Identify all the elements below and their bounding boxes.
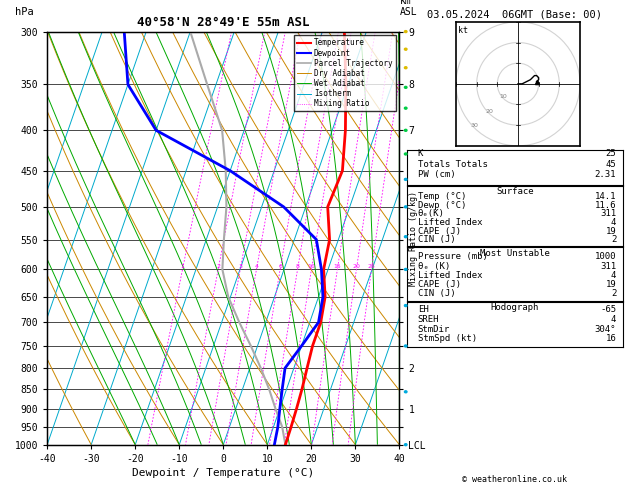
Text: hPa: hPa (16, 7, 34, 17)
Text: 311: 311 (600, 261, 616, 271)
Text: StmSpd (kt): StmSpd (kt) (418, 334, 477, 343)
Text: 20: 20 (485, 109, 493, 114)
Text: Surface: Surface (496, 188, 533, 196)
Text: 19: 19 (606, 226, 616, 236)
Text: Lifted Index: Lifted Index (418, 271, 482, 279)
Text: θₑ (K): θₑ (K) (418, 261, 450, 271)
Text: 4: 4 (611, 315, 616, 324)
Text: 15: 15 (333, 264, 342, 269)
Text: 4: 4 (255, 264, 259, 269)
Text: 311: 311 (600, 209, 616, 218)
Text: SREH: SREH (418, 315, 439, 324)
Text: 2: 2 (611, 289, 616, 298)
Text: CIN (J): CIN (J) (418, 289, 455, 298)
Text: 10: 10 (499, 94, 508, 99)
Text: Most Unstable: Most Unstable (480, 249, 550, 258)
Text: StmDir: StmDir (418, 325, 450, 334)
Text: 1000: 1000 (595, 253, 616, 261)
Text: K: K (418, 149, 423, 158)
Text: 4: 4 (611, 271, 616, 279)
Text: 8: 8 (296, 264, 299, 269)
Text: 304°: 304° (595, 325, 616, 334)
Text: 20: 20 (352, 264, 360, 269)
Legend: Temperature, Dewpoint, Parcel Trajectory, Dry Adiabat, Wet Adiabat, Isotherm, Mi: Temperature, Dewpoint, Parcel Trajectory… (294, 35, 396, 111)
Text: CAPE (J): CAPE (J) (418, 226, 461, 236)
Text: © weatheronline.co.uk: © weatheronline.co.uk (462, 474, 567, 484)
Text: 25: 25 (606, 149, 616, 158)
Text: kt: kt (459, 26, 469, 35)
Text: -65: -65 (600, 305, 616, 314)
Text: Lifted Index: Lifted Index (418, 218, 482, 227)
Text: 6: 6 (278, 264, 282, 269)
Text: Dewp (°C): Dewp (°C) (418, 201, 466, 209)
Text: Hodograph: Hodograph (491, 303, 539, 312)
Text: 14.1: 14.1 (595, 192, 616, 201)
Text: 1: 1 (181, 264, 184, 269)
X-axis label: Dewpoint / Temperature (°C): Dewpoint / Temperature (°C) (132, 468, 314, 478)
Text: 10: 10 (308, 264, 315, 269)
Text: 30: 30 (470, 123, 479, 128)
Text: 3: 3 (238, 264, 242, 269)
Text: θₑ(K): θₑ(K) (418, 209, 445, 218)
Text: Temp (°C): Temp (°C) (418, 192, 466, 201)
Text: CAPE (J): CAPE (J) (418, 280, 461, 289)
Title: 40°58'N 28°49'E 55m ASL: 40°58'N 28°49'E 55m ASL (137, 16, 309, 29)
Text: 2.31: 2.31 (595, 171, 616, 179)
Text: Pressure (mb): Pressure (mb) (418, 253, 487, 261)
Text: Totals Totals: Totals Totals (418, 160, 487, 169)
Text: PW (cm): PW (cm) (418, 171, 455, 179)
Text: 2: 2 (216, 264, 220, 269)
Text: 11.6: 11.6 (595, 201, 616, 209)
Text: 4: 4 (611, 218, 616, 227)
Text: 25: 25 (367, 264, 376, 269)
Text: Mixing Ratio (g/kg): Mixing Ratio (g/kg) (409, 191, 418, 286)
Text: EH: EH (418, 305, 428, 314)
Text: 2: 2 (611, 235, 616, 244)
Text: 19: 19 (606, 280, 616, 289)
Text: 16: 16 (606, 334, 616, 343)
Text: km
ASL: km ASL (399, 0, 417, 17)
Text: 03.05.2024  06GMT (Base: 00): 03.05.2024 06GMT (Base: 00) (427, 10, 603, 20)
Text: CIN (J): CIN (J) (418, 235, 455, 244)
Text: 45: 45 (606, 160, 616, 169)
